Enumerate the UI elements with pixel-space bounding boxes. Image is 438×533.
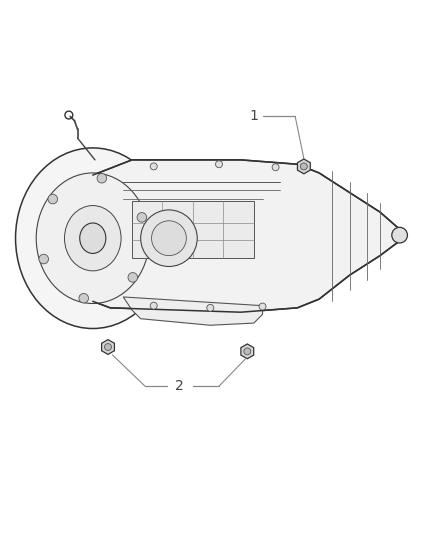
Text: 1: 1 [249,109,258,123]
Ellipse shape [36,173,149,303]
FancyBboxPatch shape [132,201,254,258]
Circle shape [259,303,266,310]
Circle shape [105,344,112,351]
Circle shape [207,304,214,311]
Circle shape [244,348,251,355]
Circle shape [137,213,147,222]
Circle shape [128,272,138,282]
Text: 2: 2 [176,379,184,393]
Circle shape [48,194,57,204]
Polygon shape [297,159,310,174]
Circle shape [150,302,157,309]
Ellipse shape [15,148,170,328]
Circle shape [141,210,197,266]
Circle shape [392,228,407,243]
Polygon shape [102,340,114,354]
Circle shape [152,221,186,256]
Circle shape [97,173,106,183]
Polygon shape [93,160,402,312]
Ellipse shape [80,223,106,254]
Circle shape [150,163,157,170]
Polygon shape [241,344,254,359]
Ellipse shape [64,206,121,271]
Circle shape [39,254,49,264]
Circle shape [300,163,307,170]
Circle shape [215,161,223,168]
Polygon shape [123,297,262,325]
Circle shape [272,164,279,171]
Circle shape [79,294,88,303]
